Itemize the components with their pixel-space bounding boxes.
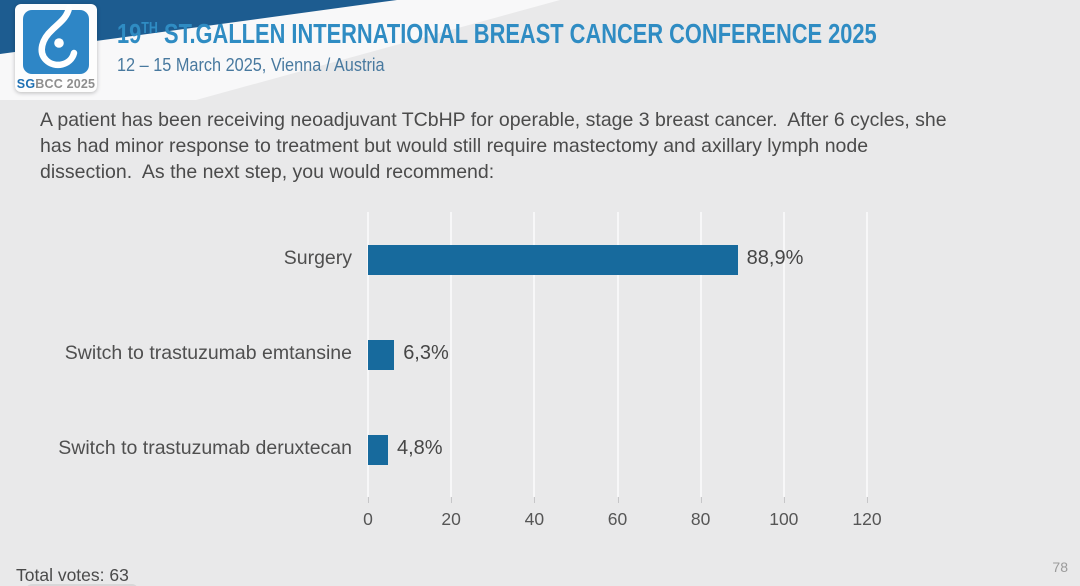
title-text: ST.GALLEN INTERNATIONAL BREAST CANCER CO…	[157, 18, 877, 49]
logo-text-rest: BCC 2025	[35, 77, 96, 91]
chart-tick	[534, 497, 536, 503]
chart-value-label: 6,3%	[403, 341, 449, 364]
chart-tick-label: 120	[852, 509, 882, 529]
chart-tick	[451, 497, 453, 503]
chart-value-label: 88,9%	[746, 246, 804, 269]
chart-category-label: Switch to trastuzumab emtansine	[64, 341, 352, 364]
footer-bubble	[26, 584, 138, 586]
chart-tick	[700, 497, 702, 503]
chart-tick-label: 100	[769, 509, 799, 529]
chart-tick-label: 60	[607, 509, 628, 529]
poll-question: A patient has been receiving neoadjuvant…	[40, 109, 953, 183]
chart-tick	[617, 497, 619, 503]
chart-bar	[368, 434, 388, 465]
chart-tick	[783, 497, 785, 503]
sgbcc-logo: SGBCC 2025	[15, 4, 97, 92]
chart-tick-label: 0	[363, 509, 373, 529]
chart-tick-label: 20	[441, 509, 461, 529]
chart-gridline	[699, 212, 702, 497]
chart-gridline	[616, 212, 619, 497]
chart-value-label: 4,8%	[396, 436, 443, 459]
chart-gridline	[866, 212, 868, 497]
chart-gridline	[782, 212, 785, 497]
chart-bar	[368, 339, 395, 370]
sgbcc-breast-icon	[23, 4, 89, 74]
chart-tick	[867, 497, 868, 503]
chart-gridline	[450, 212, 453, 497]
title-number: 19	[117, 18, 142, 49]
conference-subtitle: 12 – 15 March 2025, Vienna / Austria	[117, 54, 385, 75]
chart-category-label: Surgery	[283, 246, 352, 269]
title-ordinal: TH	[141, 20, 158, 37]
chart-bar	[368, 244, 738, 275]
chart-category-label: Switch to trastuzumab deruxtecan	[58, 436, 352, 459]
sgbcc-logo-text: SGBCC 2025	[17, 77, 95, 91]
chart-tick-label: 40	[524, 509, 545, 529]
conference-title: 19TH ST.GALLEN INTERNATIONAL BREAST CANC…	[117, 18, 877, 50]
slide-page-number: 78	[1052, 559, 1068, 575]
logo-text-sg: SG	[16, 77, 36, 91]
chart-tick-label: 80	[690, 509, 711, 529]
chart-tick	[368, 497, 369, 503]
chart-gridline	[533, 212, 536, 497]
total-votes: Total votes: 63	[16, 565, 129, 586]
